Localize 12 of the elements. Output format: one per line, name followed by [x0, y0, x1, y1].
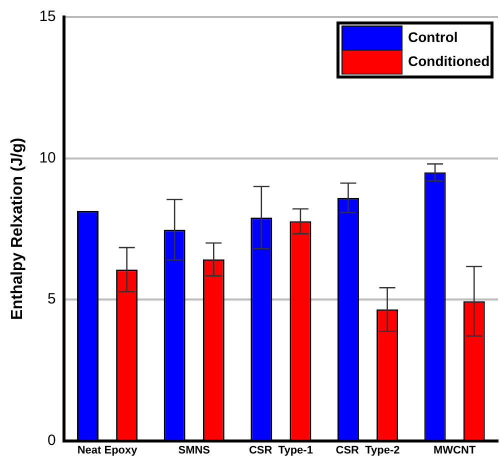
x-tick-label: MWCNT: [434, 444, 476, 456]
legend-label: Conditioned: [408, 52, 490, 69]
x-tick-label: Neat Epoxy: [77, 444, 138, 456]
y-tick-label: 0: [48, 432, 56, 449]
y-tick-label: 15: [39, 8, 56, 26]
y-axis-title: Enthalpy Relxation (J/g): [9, 138, 26, 320]
legend-label: Control: [408, 28, 458, 45]
x-tick-label: CSR Type-1: [248, 444, 313, 456]
x-tick-label: SMNS: [178, 444, 210, 456]
y-tick-label: 5: [48, 290, 56, 308]
x-tick-label: CSR Type-2: [336, 444, 400, 456]
y-tick-label: 10: [39, 149, 56, 166]
